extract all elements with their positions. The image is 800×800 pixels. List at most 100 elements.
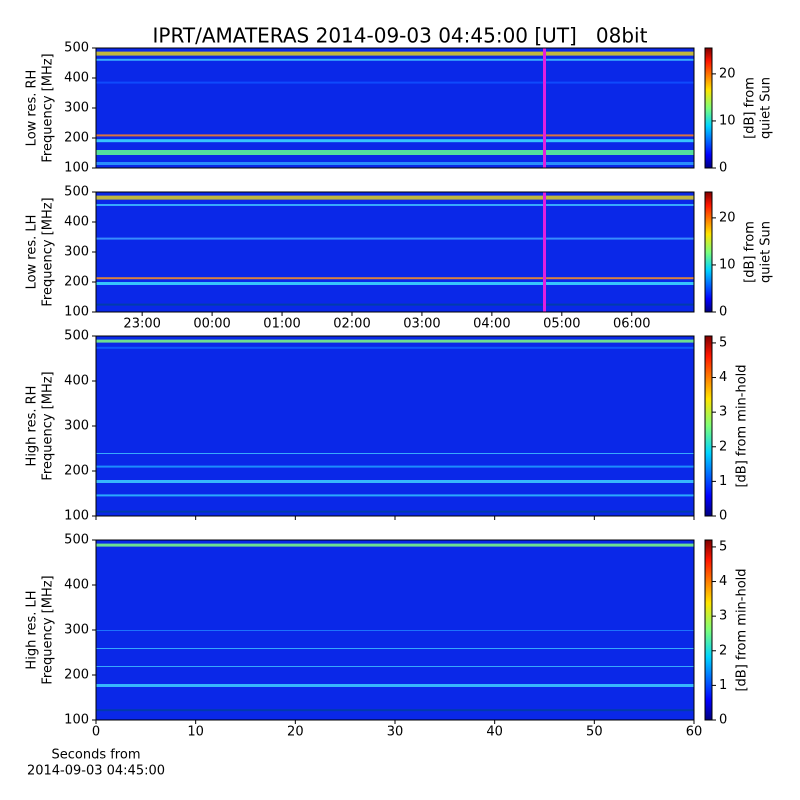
- x-axis-label: 2014-09-03 04:45:00: [27, 764, 165, 779]
- spectrogram-band: [96, 150, 694, 155]
- colorbar-tick-label: 3: [719, 609, 727, 624]
- colorbar-tick-label: 1: [719, 678, 727, 693]
- colorbar: [704, 47, 713, 169]
- colorbar-tick-label: 0: [719, 161, 727, 176]
- colorbar-tick-label: 10: [719, 257, 736, 272]
- spectrogram-band: [96, 684, 694, 687]
- colorbar-tick-label: 0: [719, 509, 727, 524]
- y-axis-label: Frequency [MHz]: [41, 53, 56, 162]
- colorbar-label: quiet Sun: [759, 77, 774, 139]
- y-tick-label: 300: [64, 101, 89, 116]
- spectrogram-band: [96, 162, 694, 165]
- colorbar-label: [dB] from: [743, 221, 758, 283]
- spectrogram-band: [96, 648, 694, 649]
- spectrogram-band: [96, 303, 694, 306]
- colorbar: [704, 539, 713, 721]
- colorbar-tick-label: 0: [719, 305, 727, 320]
- colorbar-label: quiet Sun: [759, 221, 774, 283]
- y-axis-label: Frequency [MHz]: [41, 575, 56, 684]
- colorbar-tick-label: 3: [719, 405, 727, 420]
- y-tick-label: 500: [64, 41, 89, 56]
- colorbar: [704, 335, 713, 517]
- spectrogram-band: [96, 543, 694, 547]
- y-tick-label: 200: [64, 275, 89, 290]
- spectrogram-band: [96, 139, 694, 143]
- y-tick-label: 100: [64, 161, 89, 176]
- y-tick-label: 400: [64, 215, 89, 230]
- colorbar: [704, 191, 713, 313]
- x-tick-label: 20: [287, 725, 304, 740]
- spectrogram-band: [96, 709, 694, 712]
- colorbar-tick-label: 4: [719, 574, 727, 589]
- colorbar-tick-label: 10: [719, 113, 736, 128]
- spectrogram-band: [96, 195, 694, 200]
- spectrogram-band: [96, 51, 694, 56]
- spectrogram-band: [96, 339, 694, 343]
- spectrogram: [96, 192, 694, 312]
- colorbar-tick-label: 5: [719, 539, 727, 554]
- colorbar-label: [dB] from min-hold: [735, 364, 750, 487]
- spectrogram-band: [96, 282, 694, 285]
- chart-title: IPRT/AMATERAS 2014-09-03 04:45:00 [UT] 0…: [153, 24, 648, 48]
- y-tick-label: 100: [64, 305, 89, 320]
- spectrogram-band: [96, 630, 694, 631]
- spectrogram-band: [96, 510, 694, 513]
- y-axis-label: Low res. LH: [25, 215, 40, 290]
- y-axis-label: High res. RH: [25, 386, 40, 467]
- colorbar-label: [dB] from min-hold: [735, 568, 750, 691]
- y-tick-label: 300: [64, 419, 89, 434]
- y-axis-label: Low res. RH: [25, 70, 40, 147]
- spectrogram-band: [96, 453, 694, 454]
- colorbar-tick-label: 20: [719, 66, 736, 81]
- colorbar-tick-label: 0: [719, 713, 727, 728]
- x-tick-label: 01:00: [263, 317, 300, 332]
- colorbar-tick-label: 4: [719, 370, 727, 385]
- x-tick-label: 02:00: [333, 317, 370, 332]
- spectrogram-band: [96, 346, 694, 349]
- y-tick-label: 500: [64, 185, 89, 200]
- spectrogram-band: [96, 480, 694, 483]
- y-tick-label: 500: [64, 533, 89, 548]
- y-tick-label: 300: [64, 623, 89, 638]
- spectrogram-band: [96, 277, 694, 280]
- y-tick-label: 200: [64, 668, 89, 683]
- colorbar-label: [dB] from: [743, 77, 758, 139]
- x-axis-label: Seconds from: [51, 748, 140, 763]
- y-tick-label: 500: [64, 329, 89, 344]
- spectrogram-band: [96, 494, 694, 497]
- y-tick-label: 200: [64, 131, 89, 146]
- colorbar-tick-label: 2: [719, 439, 727, 454]
- spectrogram-band: [96, 465, 694, 468]
- x-tick-label: 03:00: [403, 317, 440, 332]
- spectrogram-band: [96, 237, 694, 240]
- y-tick-label: 100: [64, 509, 89, 524]
- colorbar-tick-label: 5: [719, 335, 727, 350]
- x-tick-label: 00:00: [193, 317, 230, 332]
- y-tick-label: 400: [64, 374, 89, 389]
- x-tick-label: 05:00: [543, 317, 580, 332]
- spectrogram: [96, 336, 694, 516]
- y-tick-label: 100: [64, 713, 89, 728]
- x-tick-label: 40: [486, 725, 503, 740]
- spectrogram-band: [96, 204, 694, 206]
- x-tick-label: 50: [586, 725, 603, 740]
- y-axis-label: Frequency [MHz]: [41, 371, 56, 480]
- y-tick-label: 300: [64, 245, 89, 260]
- colorbar-tick-label: 2: [719, 643, 727, 658]
- y-tick-label: 200: [64, 464, 89, 479]
- spectrogram-band: [96, 666, 694, 667]
- y-tick-label: 400: [64, 578, 89, 593]
- spectrogram-band: [96, 81, 694, 84]
- y-axis-label: High res. LH: [25, 590, 40, 669]
- spectrogram-band: [96, 58, 694, 61]
- x-tick-label: 04:00: [473, 317, 510, 332]
- x-tick-label: 30: [387, 725, 404, 740]
- time-marker: [543, 192, 546, 312]
- y-axis-label: Frequency [MHz]: [41, 197, 56, 306]
- x-tick-label: 06:00: [613, 317, 650, 332]
- x-tick-label: 10: [187, 725, 204, 740]
- y-tick-label: 400: [64, 71, 89, 86]
- spectrogram: [96, 48, 694, 168]
- colorbar-tick-label: 20: [719, 210, 736, 225]
